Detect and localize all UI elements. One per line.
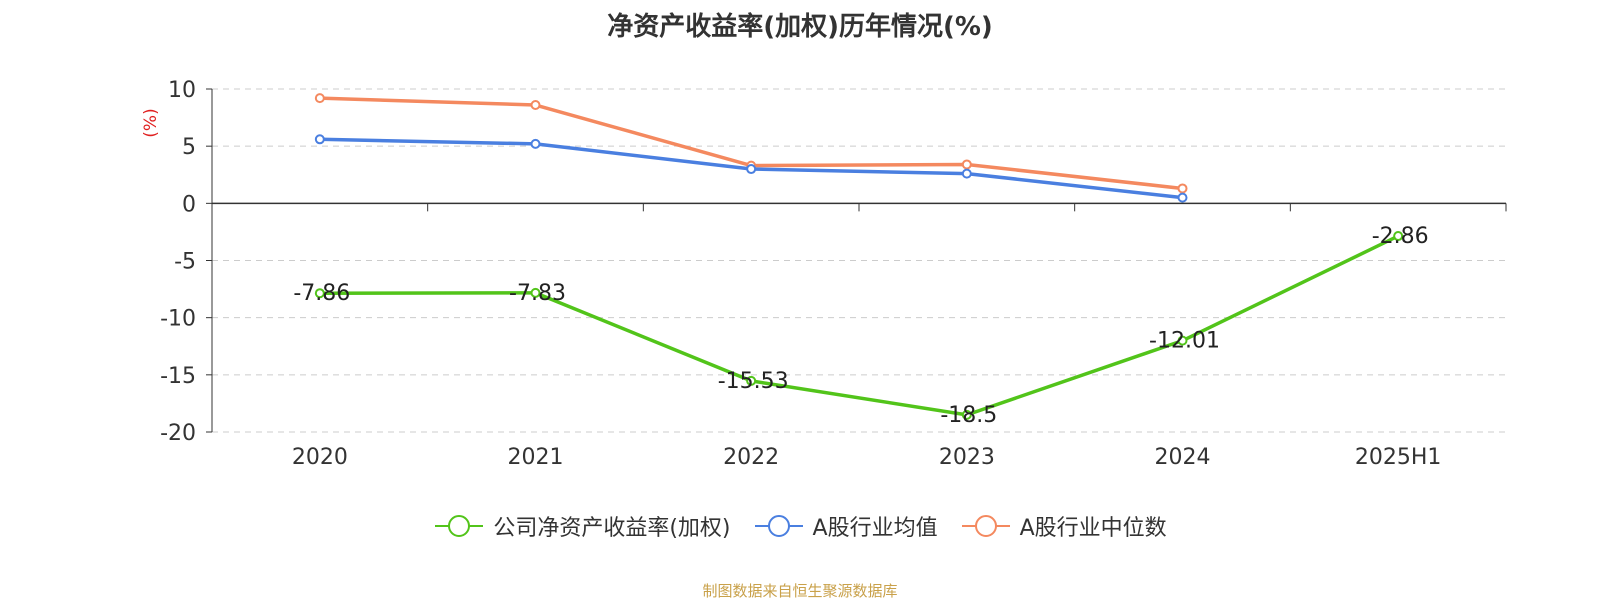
legend-line-icon — [754, 515, 803, 537]
legend-label: A股行业均值 — [812, 516, 938, 541]
chart-title: 净资产收益率(加权)历年情况(%) — [607, 12, 993, 42]
source-note: 制图数据来自恒生聚源数据库 — [702, 582, 898, 600]
legend-label: A股行业中位数 — [1019, 516, 1167, 541]
data-point — [1177, 183, 1188, 194]
data-point — [961, 168, 972, 179]
y-tick-label: -20 — [160, 421, 196, 446]
data-point — [1177, 335, 1188, 346]
legend: 公司净资产收益率(加权) A股行业均值 A股行业中位数 — [0, 510, 1600, 542]
legend-item: 公司净资产收益率(加权) — [433, 510, 731, 542]
data-label: -18.5 — [940, 403, 997, 428]
data-point — [1393, 231, 1404, 242]
data-point — [746, 375, 757, 386]
data-label: -7.86 — [293, 281, 350, 306]
y-tick-label: 10 — [168, 78, 196, 103]
x-tick-label: 2020 — [292, 445, 348, 470]
data-point — [530, 138, 541, 149]
legend-marker — [767, 515, 790, 537]
legend-marker — [974, 515, 997, 537]
data-label: -15.53 — [718, 369, 789, 394]
data-label: -7.83 — [509, 281, 566, 306]
x-tick-label: 2021 — [508, 445, 564, 470]
data-label: -12.01 — [1149, 329, 1220, 354]
series-line — [319, 234, 1399, 417]
data-point — [1177, 192, 1188, 203]
legend-item: A股行业中位数 — [960, 510, 1167, 542]
legend-line-icon — [961, 515, 1010, 537]
data-point — [314, 134, 325, 145]
data-label: -2.86 — [1372, 224, 1429, 249]
y-tick-label: -15 — [160, 364, 196, 389]
y-tick-label: -5 — [174, 250, 196, 275]
y-tick-label: 5 — [182, 135, 196, 160]
legend-item: A股行业均值 — [753, 510, 938, 542]
data-point — [530, 100, 541, 111]
legend-label: 公司净资产收益率(加权) — [493, 516, 731, 541]
x-tick-label: 2022 — [723, 445, 779, 470]
legend-line-icon — [435, 515, 484, 537]
y-tick-label: -10 — [160, 307, 196, 332]
data-point — [961, 409, 972, 420]
legend-marker — [448, 515, 471, 537]
y-tick-label: 0 — [182, 192, 196, 217]
x-tick-label: 2024 — [1155, 445, 1211, 470]
x-tick-label: 2025H1 — [1355, 445, 1442, 470]
data-point — [314, 93, 325, 104]
data-point — [314, 288, 325, 299]
y-axis-label: (%) — [141, 108, 161, 137]
data-point — [530, 287, 541, 298]
x-tick-label: 2023 — [939, 445, 995, 470]
data-point — [961, 159, 972, 170]
data-point — [746, 164, 757, 175]
